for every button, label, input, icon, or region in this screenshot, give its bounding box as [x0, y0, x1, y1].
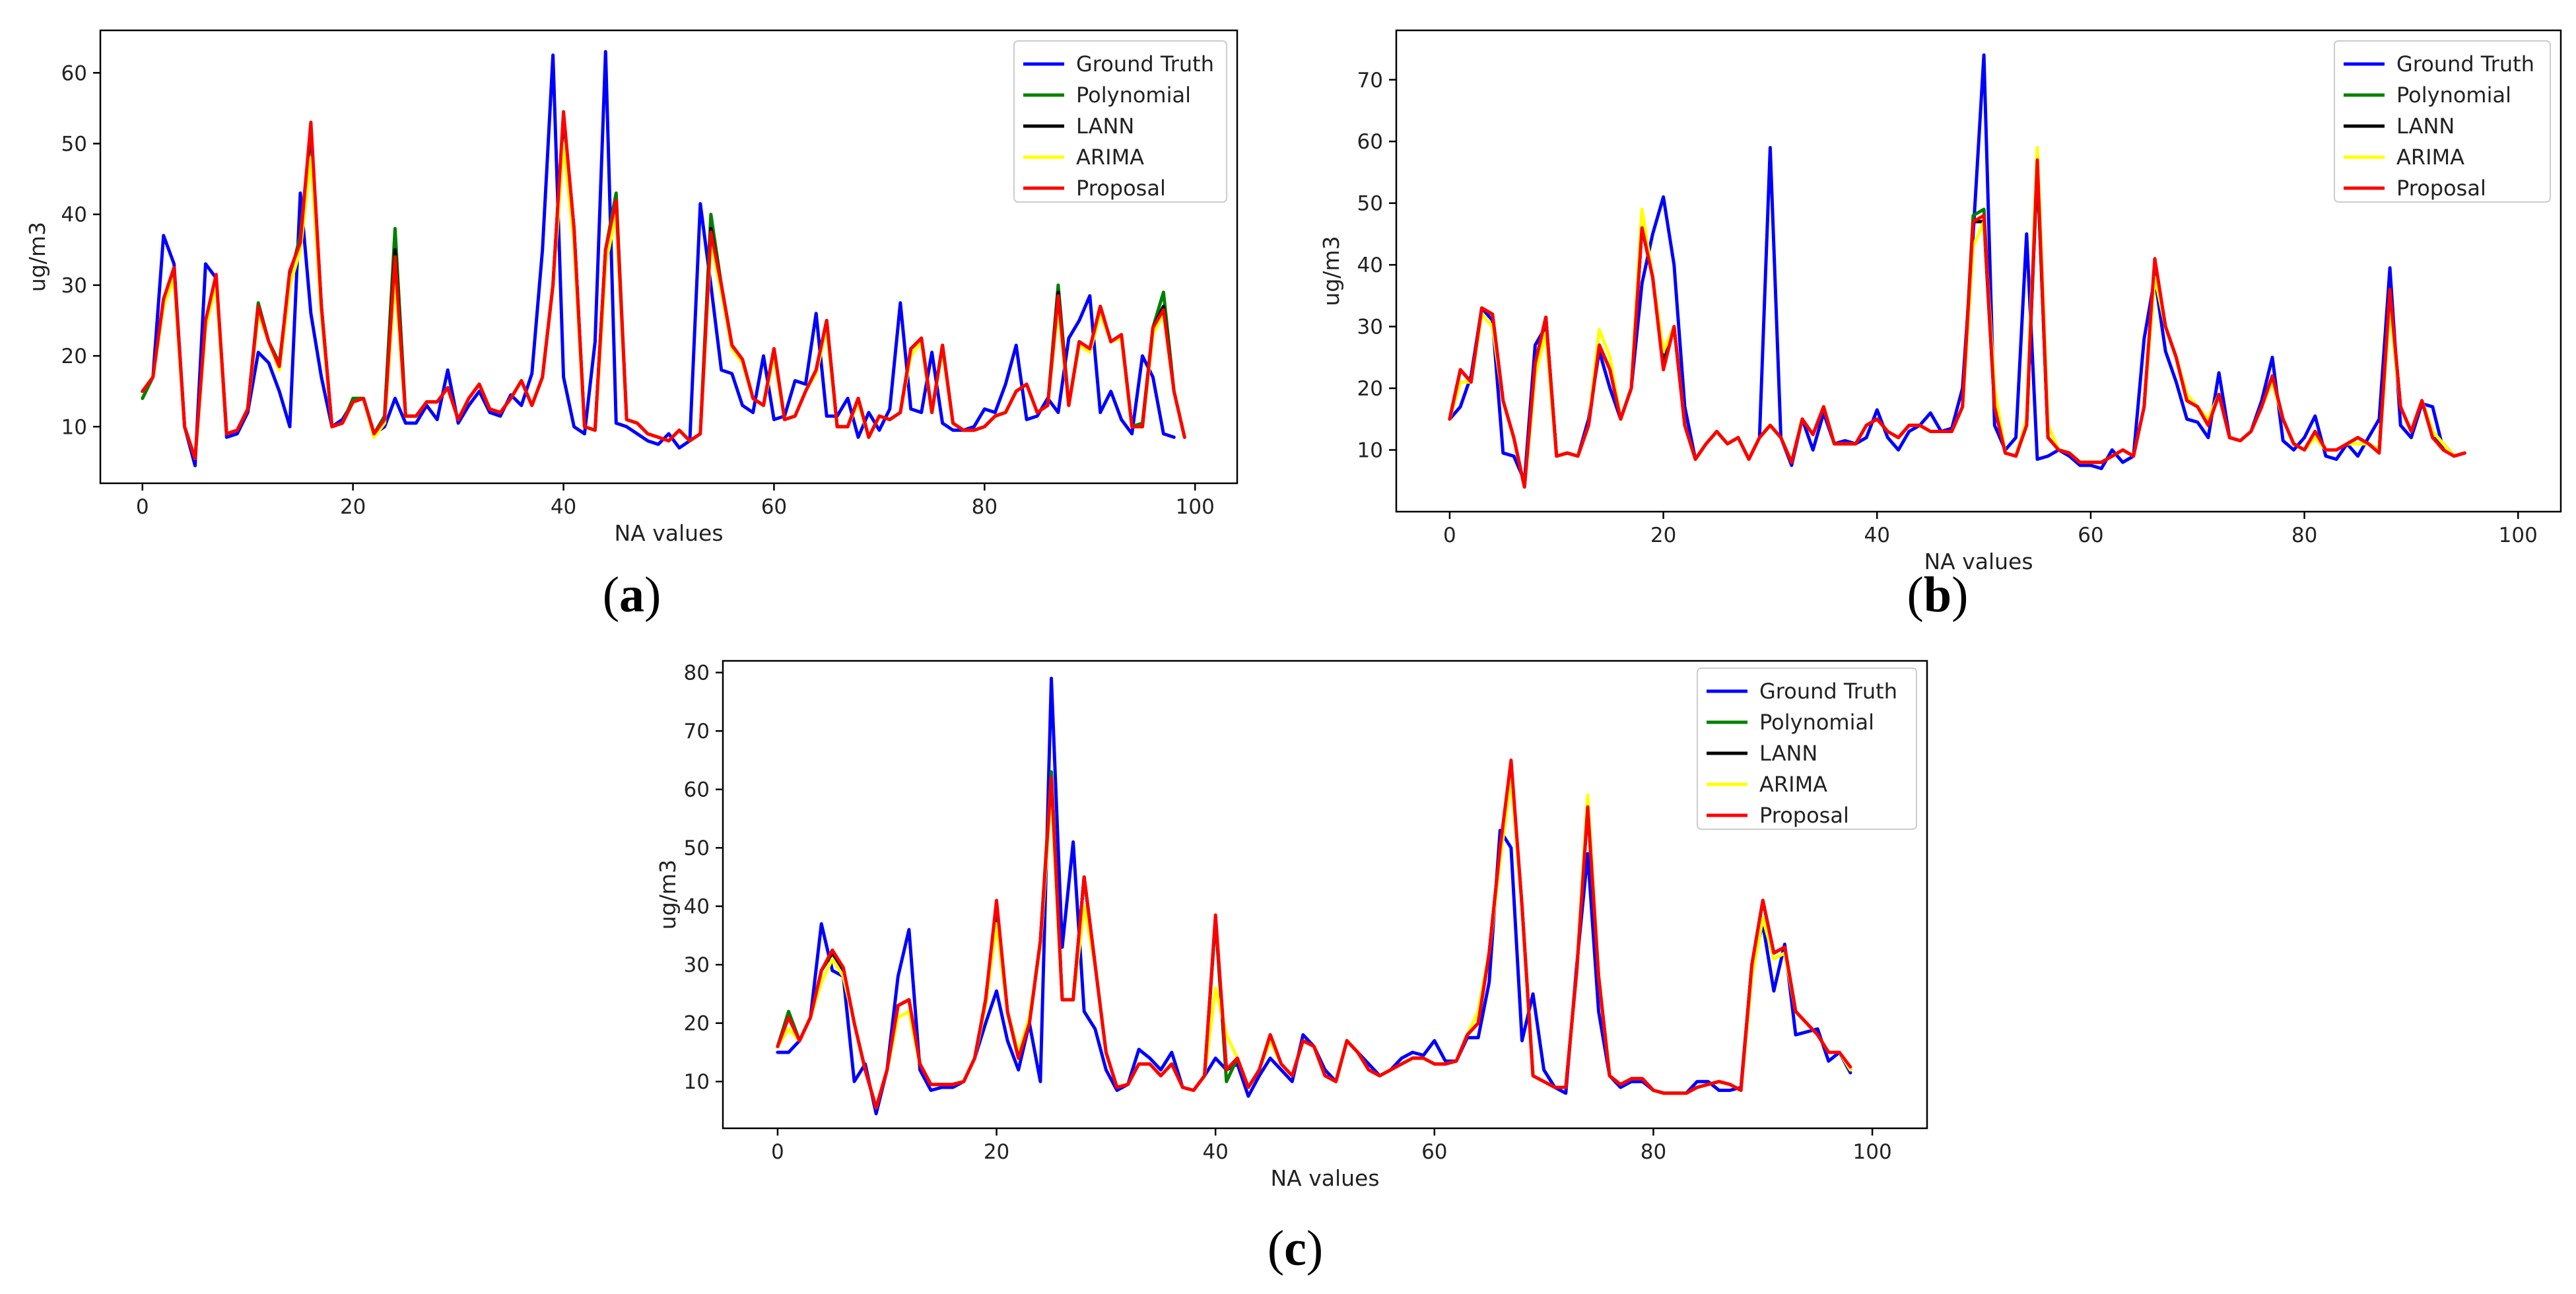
y-tick-label: 30 [1357, 316, 1383, 339]
y-axis-label: ug/m3 [24, 222, 50, 292]
y-tick-label: 70 [1357, 69, 1383, 92]
legend: Ground Truth Polynomial LANN ARIMA Proposal [1697, 667, 1917, 830]
legend-label: Proposal [1076, 176, 1166, 201]
x-tick-label: 20 [340, 495, 366, 519]
series-line-proposal [1448, 158, 2466, 489]
legend-label: ARIMA [1759, 772, 1827, 797]
legend-box [1697, 667, 1917, 830]
series-group [1448, 53, 2466, 489]
chart-panel-b: 0 20 40 60 80 100 10 20 30 40 50 60 70 NA values ug/m3… [1294, 0, 2576, 574]
legend-label: ARIMA [2396, 145, 2464, 170]
y-tick-label: 30 [684, 953, 710, 977]
legend-label: Ground Truth [2396, 51, 2534, 77]
legend-label: LANN [2396, 114, 2455, 139]
caption-b: (b) [1907, 567, 1969, 623]
y-axis-label: ug/m3 [1318, 236, 1344, 306]
series-group [141, 50, 1186, 467]
chart-panel-a: 0 20 40 60 80 100 10 20 30 40 50 60 NA values ug/m3 Gr… [0, 0, 1254, 568]
legend-box [2334, 40, 2551, 203]
x-tick-label: 20 [1650, 524, 1676, 547]
y-tick-label: 10 [684, 1070, 710, 1094]
caption-c: (c) [1267, 1221, 1324, 1276]
x-tick-label: 100 [1853, 1140, 1892, 1164]
caption-a: (a) [602, 567, 661, 623]
legend-label: Polynomial [1076, 83, 1191, 108]
y-tick-label: 50 [61, 133, 87, 156]
x-tick-label: 80 [972, 495, 998, 519]
x-tick-label: 60 [761, 495, 787, 519]
series-line-ground-truth [141, 50, 1176, 467]
y-axis-label: ug/m3 [655, 860, 681, 930]
x-tick-label: 0 [136, 495, 149, 519]
x-axis-label: NA values [1924, 549, 2033, 574]
legend-label: LANN [1076, 114, 1134, 139]
y-tick-label: 30 [61, 274, 87, 298]
x-tick-label: 20 [984, 1140, 1009, 1164]
y-tick-label: 10 [1357, 439, 1383, 463]
legend-label: Proposal [2396, 176, 2486, 201]
x-axis-label: NA values [614, 520, 723, 546]
legend: Ground Truth Polynomial LANN ARIMA Proposal [2334, 40, 2551, 203]
series-line-proposal [776, 759, 1852, 1110]
y-tick-label: 40 [1357, 254, 1383, 277]
x-tick-label: 40 [551, 495, 576, 519]
x-tick-label: 0 [1443, 524, 1456, 547]
y-tick-label: 10 [61, 415, 87, 439]
y-tick-label: 70 [684, 720, 710, 743]
x-tick-label: 80 [1641, 1140, 1666, 1164]
y-tick-label: 60 [684, 778, 710, 802]
chart-c-svg: 0 20 40 60 80 100 10 20 30 40 50 60 70 80 NA values ug/… [655, 660, 1928, 1191]
chart-b-svg: 0 20 40 60 80 100 10 20 30 40 50 60 70 NA values ug/m3… [1318, 29, 2562, 574]
y-tick-label: 60 [1357, 130, 1383, 154]
series-group [776, 677, 1852, 1116]
legend-label: Ground Truth [1759, 679, 1897, 704]
legend-label: Proposal [1759, 803, 1849, 828]
caption-a-letter: a [619, 567, 644, 623]
y-tick-label: 20 [1357, 377, 1383, 401]
x-tick-label: 80 [2291, 524, 2317, 547]
y-tick-label: 40 [61, 203, 87, 227]
chart-a-svg: 0 20 40 60 80 100 10 20 30 40 50 60 NA values ug/m3 Gr… [24, 29, 1238, 546]
legend-label: Polynomial [2396, 83, 2511, 108]
x-tick-label: 100 [1176, 495, 1215, 519]
y-tick-label: 20 [61, 345, 87, 368]
legend-label: Polynomial [1759, 710, 1874, 735]
series-line-proposal [141, 110, 1186, 460]
legend-label: ARIMA [1076, 145, 1144, 170]
y-tick-label: 50 [1357, 192, 1383, 216]
x-tick-label: 60 [2078, 524, 2103, 547]
y-tick-label: 20 [684, 1012, 710, 1036]
x-tick-label: 0 [771, 1140, 784, 1164]
x-axis-label: NA values [1270, 1165, 1379, 1191]
y-tick-label: 40 [684, 895, 710, 919]
x-tick-label: 40 [1202, 1140, 1228, 1164]
y-tick-label: 80 [684, 662, 710, 685]
x-tick-label: 100 [2499, 524, 2538, 547]
legend-label: LANN [1759, 741, 1817, 766]
x-tick-label: 40 [1864, 524, 1890, 547]
legend-label: Ground Truth [1076, 51, 1214, 77]
chart-panel-c: 0 20 40 60 80 100 10 20 30 40 50 60 70 80 NA values ug/… [630, 634, 1944, 1215]
caption-c-letter: c [1284, 1221, 1306, 1276]
legend: Ground Truth Polynomial LANN ARIMA Proposal [1013, 40, 1227, 203]
caption-b-letter: b [1923, 567, 1952, 623]
x-tick-label: 60 [1421, 1140, 1447, 1164]
y-tick-label: 50 [684, 836, 710, 860]
legend-box [1013, 40, 1227, 203]
y-tick-label: 60 [61, 61, 87, 85]
